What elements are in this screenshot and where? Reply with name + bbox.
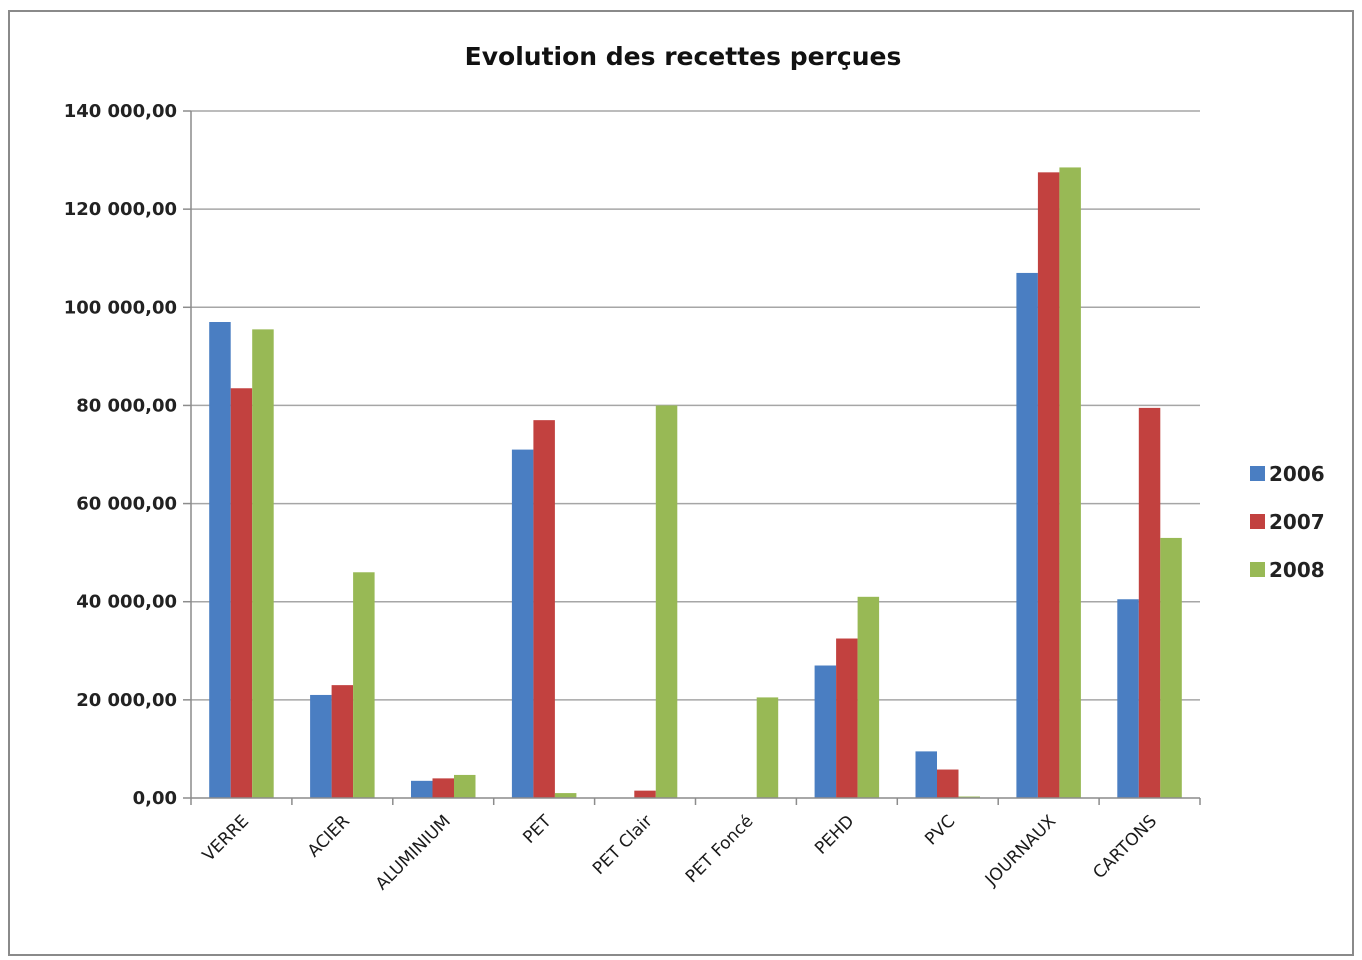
bar-2008: [454, 774, 476, 798]
x-axis-categories: VERRE ACIER ALUMINIUM PET PET Clair PET Foncé…: [199, 811, 1161, 894]
bars: [209, 167, 1182, 799]
bar-2007: [331, 685, 354, 798]
bar-2006: [411, 780, 433, 798]
x-category-label: PET Foncé: [682, 811, 758, 887]
bar-2006: [814, 665, 837, 798]
legend-swatch-2006: [1250, 466, 1265, 481]
x-category-label: CARTONS: [1089, 811, 1161, 883]
bar-2006: [915, 751, 937, 798]
bar-2006: [1016, 272, 1038, 799]
y-tick-label: 0,00: [133, 788, 177, 809]
bar-2008: [1059, 167, 1081, 799]
bar-2008: [1160, 537, 1182, 798]
bar-2007: [230, 388, 253, 798]
bar-2006: [209, 322, 231, 798]
bar-2008: [756, 697, 779, 798]
y-tick-label: 120 000,00: [64, 199, 177, 220]
legend: 2006 2007 2008: [1250, 462, 1325, 582]
x-category-label: VERRE: [199, 811, 253, 865]
legend-label-2007: 2007: [1269, 510, 1325, 534]
bar-2006: [1117, 599, 1139, 798]
y-axis-ticks: 0,00 20 000,00 40 000,00 60 000,00 80 000,00…: [64, 101, 191, 809]
chart-svg: Evolution des recettes perçues 0,00 20 00…: [64, 42, 1325, 894]
x-category-label: JOURNAUX: [981, 811, 1061, 891]
legend-label-2008: 2008: [1269, 558, 1325, 582]
x-category-label: PVC: [921, 811, 959, 849]
y-tick-label: 20 000,00: [76, 690, 177, 711]
bar-2007: [432, 778, 454, 798]
x-category-label: PEHD: [811, 811, 858, 858]
x-category-label: PET Clair: [589, 811, 657, 879]
bar-2007: [634, 790, 656, 798]
bar-2008: [554, 793, 577, 798]
y-tick-label: 60 000,00: [76, 494, 177, 515]
bar-2007: [533, 420, 555, 798]
bar-2007: [1138, 407, 1161, 798]
bar-2008: [252, 329, 274, 798]
bar-2008: [857, 596, 880, 798]
bar-2007: [1037, 172, 1060, 798]
bar-2006: [310, 694, 332, 798]
legend-swatch-2008: [1250, 562, 1265, 577]
bar-2007: [937, 769, 959, 798]
x-category-label: PET: [519, 811, 556, 848]
legend-label-2006: 2006: [1269, 462, 1325, 486]
x-category-label: ALUMINIUM: [372, 811, 455, 894]
bar-2008: [655, 405, 678, 798]
bar-2007: [836, 638, 858, 798]
y-tick-label: 40 000,00: [76, 592, 177, 613]
x-category-label: ACIER: [304, 811, 354, 861]
y-tick-label: 140 000,00: [64, 101, 177, 122]
y-tick-label: 80 000,00: [76, 395, 177, 416]
axes: [190, 111, 1201, 805]
chart-title: Evolution des recettes perçues: [465, 42, 902, 71]
bar-2006: [511, 449, 534, 798]
y-tick-label: 100 000,00: [64, 297, 177, 318]
chart-frame: Evolution des recettes perçues 0,00 20 00…: [8, 10, 1354, 956]
bar-2008: [353, 572, 375, 798]
legend-swatch-2007: [1250, 514, 1265, 529]
